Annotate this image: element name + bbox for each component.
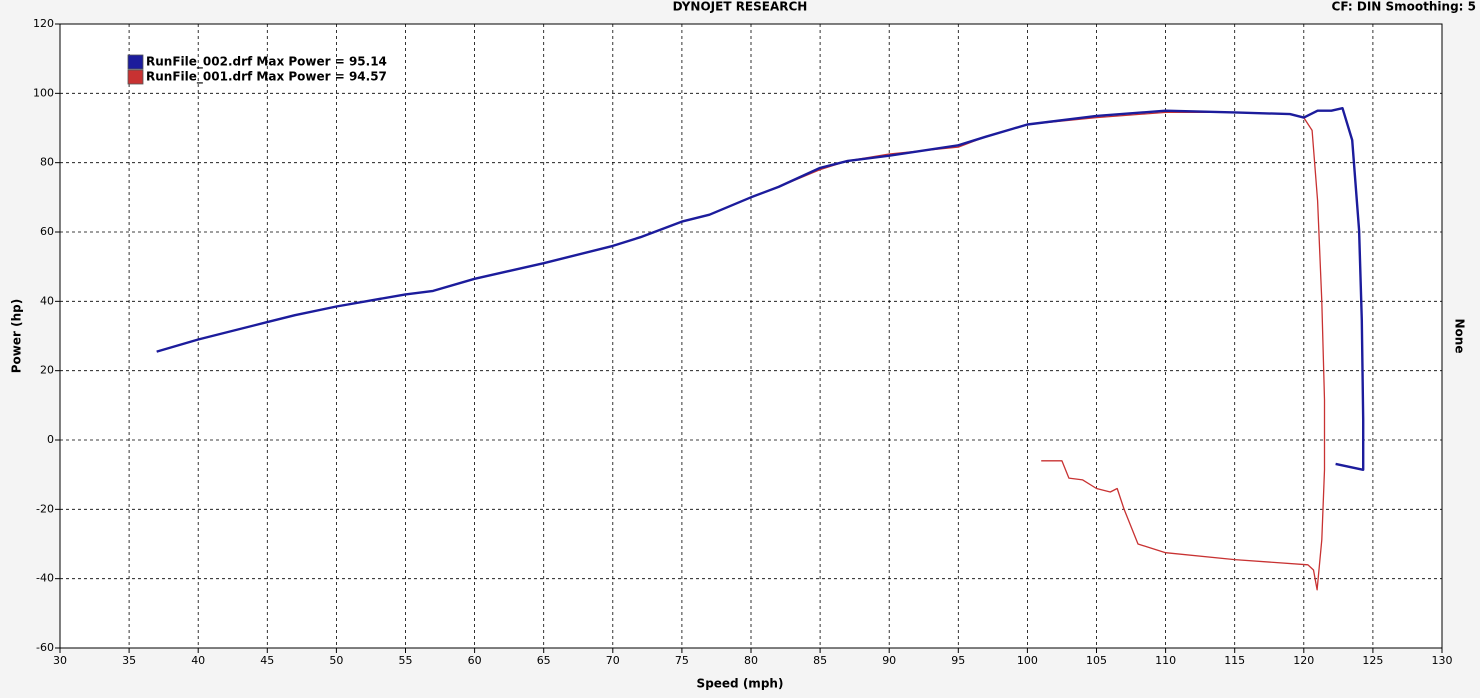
y-tick-label: 120: [33, 17, 54, 30]
y-tick-label: 40: [40, 294, 54, 307]
x-tick-label: 105: [1086, 654, 1107, 667]
y-tick-label: 80: [40, 156, 54, 169]
x-tick-label: 55: [399, 654, 413, 667]
y-tick-label: 20: [40, 364, 54, 377]
x-tick-label: 110: [1155, 654, 1176, 667]
x-tick-label: 35: [122, 654, 136, 667]
y-tick-label: -40: [36, 572, 54, 585]
legend-label: RunFile_001.drf Max Power = 94.57: [146, 70, 387, 85]
x-tick-label: 95: [951, 654, 965, 667]
x-tick-label: 100: [1017, 654, 1038, 667]
series-line: [156, 107, 1365, 471]
x-tick-label: 115: [1224, 654, 1245, 667]
y-tick-label: -60: [36, 641, 54, 654]
x-tick-label: 70: [606, 654, 620, 667]
chart-title: DYNOJET RESEARCH: [673, 0, 808, 14]
x-tick-label: 65: [537, 654, 551, 667]
x-tick-label: 80: [744, 654, 758, 667]
legend-swatch: [127, 54, 144, 70]
x-tick-label: 30: [53, 654, 67, 667]
x-tick-label: 45: [260, 654, 274, 667]
y2-axis-label: None: [1453, 319, 1467, 354]
x-tick-label: 75: [675, 654, 689, 667]
legend-swatch: [127, 69, 144, 85]
x-tick-label: 40: [191, 654, 205, 667]
chart-subtitle: CF: DIN Smoothing: 5: [1332, 0, 1476, 14]
x-axis-label: Speed (mph): [697, 677, 784, 691]
y-tick-label: 100: [33, 86, 54, 99]
x-tick-label: 130: [1432, 654, 1453, 667]
x-tick-label: 120: [1293, 654, 1314, 667]
x-tick-label: 50: [329, 654, 343, 667]
y-tick-label: 0: [47, 433, 54, 446]
y-tick-label: -20: [36, 502, 54, 515]
x-tick-label: 90: [882, 654, 896, 667]
x-tick-label: 60: [468, 654, 482, 667]
legend-label: RunFile_002.drf Max Power = 95.14: [146, 55, 387, 70]
x-tick-label: 85: [813, 654, 827, 667]
x-tick-label: 125: [1362, 654, 1383, 667]
y-axis-label: Power (hp): [10, 299, 24, 373]
y-tick-label: 60: [40, 225, 54, 238]
